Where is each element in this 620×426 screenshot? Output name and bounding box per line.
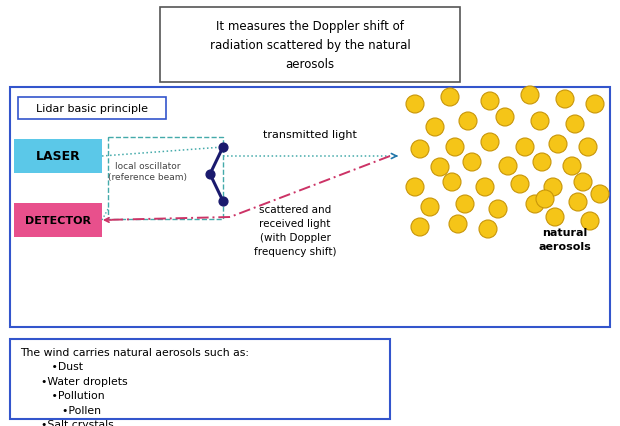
Text: LASER: LASER [35,150,81,163]
Bar [160,8,460,83]
Circle shape [481,93,499,111]
Text: DETECTOR: DETECTOR [25,216,91,225]
Circle shape [463,154,481,172]
Circle shape [581,213,599,230]
Circle shape [421,199,439,216]
Circle shape [411,219,429,236]
Circle shape [536,190,554,208]
Circle shape [591,186,609,204]
Circle shape [406,178,424,196]
Circle shape [481,134,499,152]
Circle shape [544,178,562,196]
Text: The wind carries natural aerosols such as:
         •Dust
      •Water droplets
: The wind carries natural aerosols such a… [20,347,249,426]
Circle shape [496,109,514,127]
Bar [108,138,223,219]
Circle shape [446,139,464,157]
Text: local oscillator
(reference beam): local oscillator (reference beam) [108,161,187,182]
Circle shape [546,208,564,227]
Circle shape [533,154,551,172]
Circle shape [586,96,604,114]
Circle shape [479,221,497,239]
Bar [14,204,102,237]
Point [205,171,215,178]
Circle shape [499,158,517,176]
Circle shape [521,87,539,105]
Circle shape [441,89,459,107]
Circle shape [574,173,592,192]
Circle shape [549,136,567,154]
Bar [18,98,166,120]
Circle shape [459,113,477,131]
Circle shape [426,119,444,137]
Circle shape [443,173,461,192]
Circle shape [431,158,449,177]
Text: transmitted light: transmitted light [263,130,357,140]
Circle shape [449,216,467,233]
Point [218,198,228,205]
Circle shape [563,158,581,176]
Circle shape [411,141,429,158]
Circle shape [511,176,529,193]
Text: It measures the Doppler shift of
radiation scattered by the natural
aerosols: It measures the Doppler shift of radiati… [210,20,410,71]
Bar [10,88,610,327]
Point [218,144,228,151]
Circle shape [406,96,424,114]
Circle shape [531,113,549,131]
Text: scattered and
received light
(with Doppler
frequency shift): scattered and received light (with Doppl… [254,204,336,256]
Circle shape [579,139,597,157]
Circle shape [556,91,574,109]
Circle shape [569,193,587,211]
Circle shape [526,196,544,213]
Circle shape [516,139,534,157]
Text: Lidar basic principle: Lidar basic principle [36,104,148,114]
Text: natural
aerosols: natural aerosols [539,227,591,251]
Circle shape [566,116,584,134]
Circle shape [456,196,474,213]
Circle shape [476,178,494,196]
Bar [14,140,102,173]
Bar [10,339,390,419]
Circle shape [489,201,507,219]
